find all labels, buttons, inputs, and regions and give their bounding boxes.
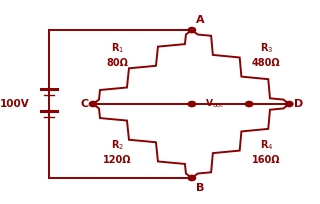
Circle shape [245, 101, 253, 107]
Text: R$_2$
120Ω: R$_2$ 120Ω [103, 138, 132, 165]
Text: R$_3$
480Ω: R$_3$ 480Ω [252, 41, 281, 68]
Text: D: D [293, 99, 303, 109]
Text: V$_{\mathrm{out}}$: V$_{\mathrm{out}}$ [205, 98, 224, 110]
Text: A: A [196, 15, 205, 25]
Circle shape [89, 101, 97, 107]
Circle shape [188, 101, 196, 107]
Text: B: B [196, 183, 204, 193]
Text: C: C [81, 99, 89, 109]
Circle shape [188, 28, 196, 33]
Text: R$_1$
80Ω: R$_1$ 80Ω [107, 41, 128, 68]
Circle shape [188, 175, 196, 181]
Text: R$_4$
160Ω: R$_4$ 160Ω [252, 138, 281, 165]
Text: 100V: 100V [0, 99, 30, 109]
Circle shape [285, 101, 293, 107]
